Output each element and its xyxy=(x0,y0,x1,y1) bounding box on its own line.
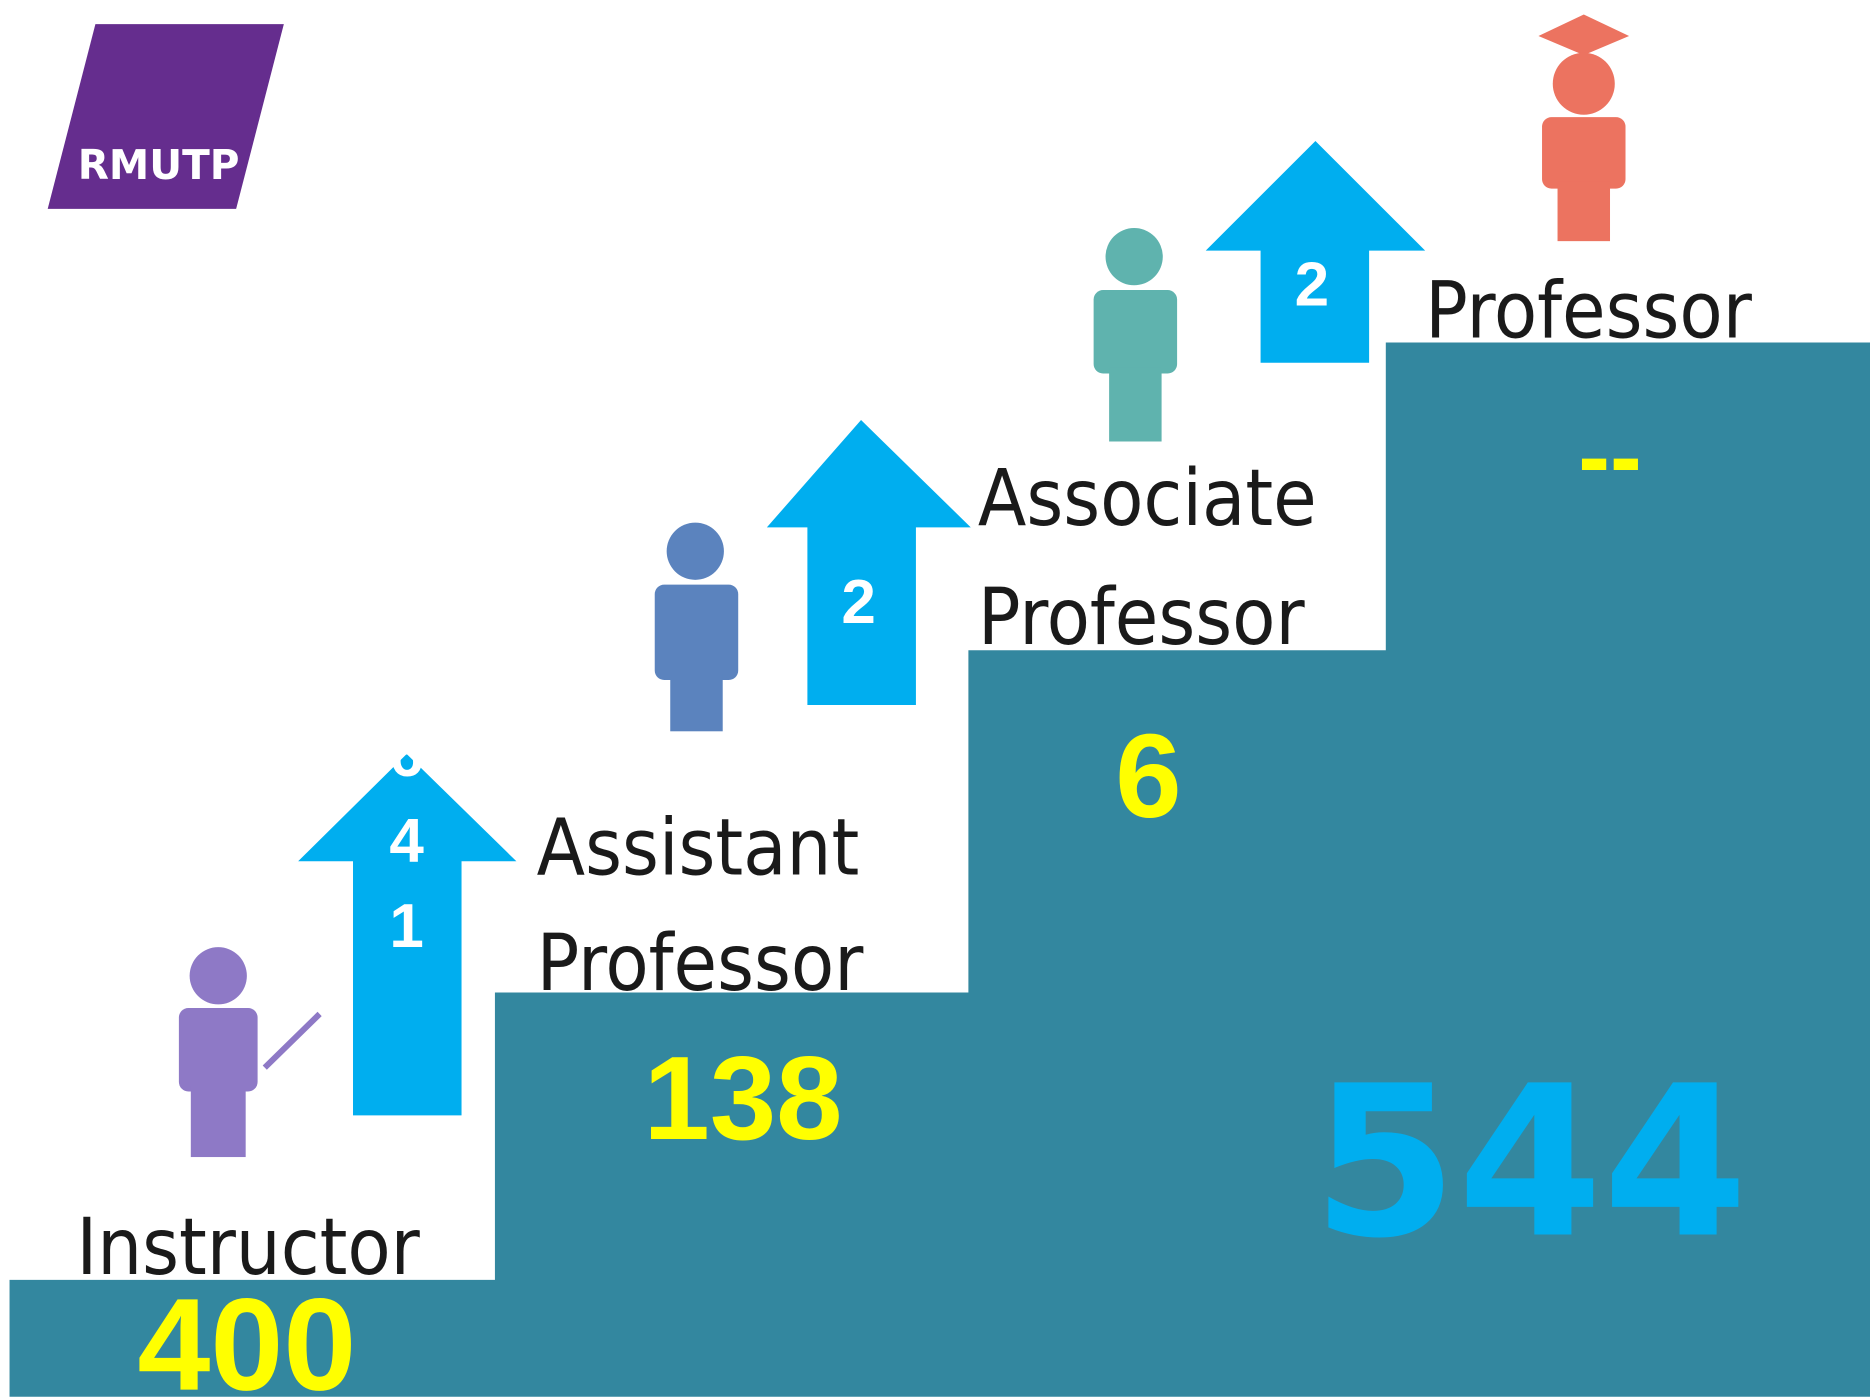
level-count: 400 xyxy=(137,1271,356,1397)
icon-instructor xyxy=(178,947,322,1158)
icon-associate xyxy=(1093,228,1178,442)
steps xyxy=(9,342,1870,1397)
promotion-count: 2 xyxy=(1295,251,1329,320)
icon-professor xyxy=(1538,14,1630,242)
arrow xyxy=(1205,140,1426,363)
level-count: 138 xyxy=(644,1032,843,1165)
logo-text: RMUTP xyxy=(78,141,240,189)
level-label: Professor xyxy=(537,917,865,1009)
arrow xyxy=(766,420,971,706)
level-count: 6 xyxy=(1115,710,1181,843)
level-label: Associate xyxy=(978,452,1317,544)
total: 544 xyxy=(1312,1042,1748,1285)
level-label: Assistant xyxy=(537,801,860,893)
level-label: Professor xyxy=(978,571,1306,663)
icon-assistant xyxy=(654,522,739,732)
logo-badge xyxy=(47,24,284,209)
promotion-count: 2 xyxy=(841,568,875,637)
level-label: Professor xyxy=(1425,265,1753,357)
promotion-count: 641 xyxy=(372,721,441,978)
level-label: Instructor xyxy=(76,1201,420,1293)
level-count: -- xyxy=(1578,404,1642,510)
arrow xyxy=(298,753,517,1116)
